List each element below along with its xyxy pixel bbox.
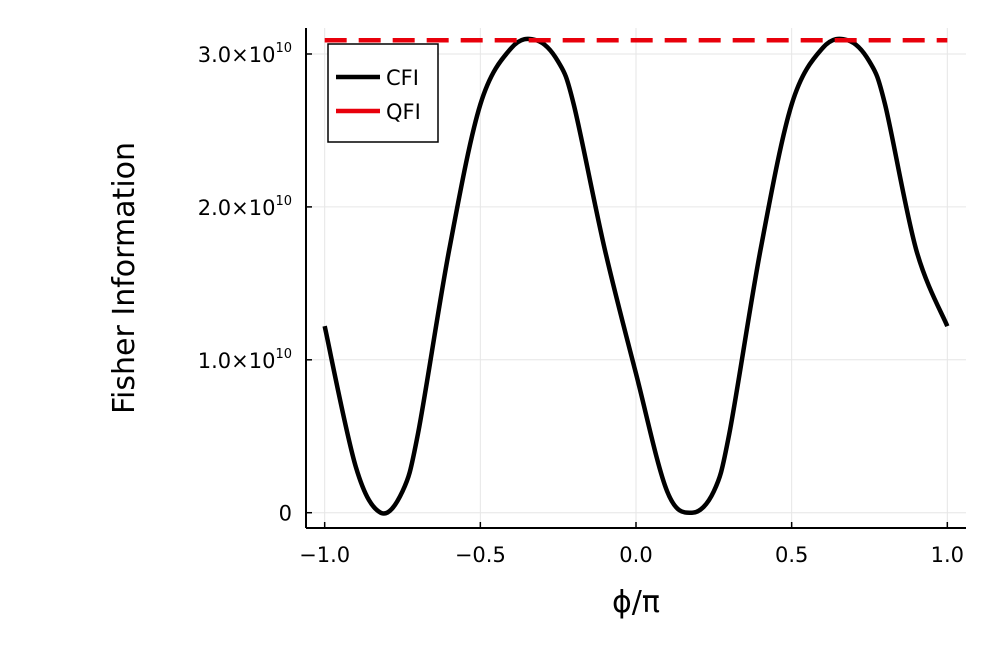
- x-tick-labels: −1.0 −0.5 0.0 0.5 1.0: [299, 543, 964, 567]
- x-axis-label: ϕ/π: [612, 585, 660, 620]
- axes: [305, 28, 966, 529]
- legend-box: [327, 43, 439, 143]
- y-tick-label: 1.0×1010: [198, 347, 292, 373]
- legend-label-qfi: QFI: [386, 100, 421, 124]
- x-tick-label: 0.0: [619, 543, 652, 567]
- y-tick-exponent: 10: [275, 41, 292, 56]
- y-axis-label: Fisher Information: [107, 142, 142, 414]
- y-tick-label: 0: [279, 502, 292, 526]
- series-layer: [322, 36, 950, 516]
- x-tick-label: −1.0: [299, 543, 350, 567]
- y-tick-label: 2.0×1010: [198, 194, 292, 220]
- y-tick-labels: 0 1.0×1010 2.0×1010 3.0×1010: [198, 41, 292, 526]
- y-tick-label: 3.0×1010: [198, 41, 292, 67]
- legend-label-cfi: CFI: [386, 66, 419, 90]
- x-tick-label: −0.5: [455, 543, 506, 567]
- legend: CFI QFI: [327, 43, 439, 143]
- y-tick-exponent: 10: [275, 347, 292, 362]
- x-tick-label: 0.5: [775, 543, 808, 567]
- x-tick-label: 1.0: [931, 543, 964, 567]
- y-tick-exponent: 10: [275, 194, 292, 209]
